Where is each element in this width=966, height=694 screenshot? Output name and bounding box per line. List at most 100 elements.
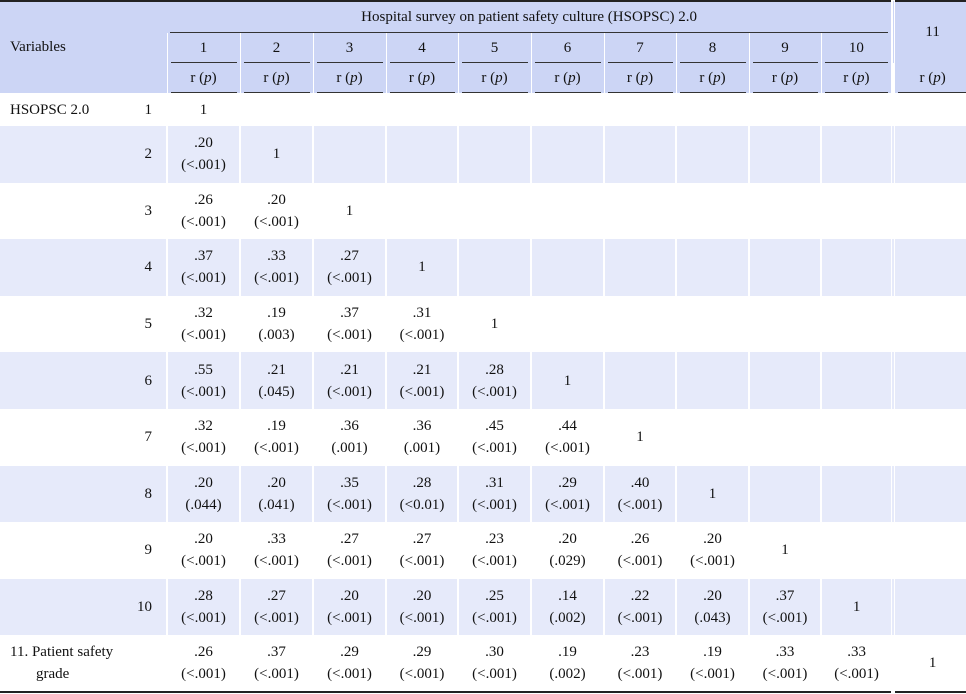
corr-cell bbox=[603, 126, 676, 183]
corr-value: .31 bbox=[485, 474, 504, 491]
corr-cell bbox=[312, 126, 386, 183]
col-header-7: 7 bbox=[603, 33, 676, 63]
table-row: 5 .32 (<.001) .19 (.003) .37 (<.001) .31 (<.001)… bbox=[0, 295, 966, 353]
corr-cell: .27 (<.001) bbox=[385, 522, 458, 579]
corr-value: .55 bbox=[194, 361, 213, 378]
corr-value: .44 bbox=[558, 418, 577, 435]
corr-cell: .20 (<.001) bbox=[385, 578, 458, 636]
corr-value: .20 bbox=[194, 474, 213, 491]
corr-value: .19 bbox=[703, 644, 722, 661]
corr-cell: .21 (.045) bbox=[239, 352, 313, 409]
row-label bbox=[0, 126, 113, 183]
corr-cell: .30 (<.001) bbox=[457, 635, 531, 693]
corr-cell bbox=[530, 182, 604, 240]
corr-value: .20 bbox=[194, 531, 213, 548]
corr-cell bbox=[457, 93, 531, 126]
p-value: (<.001) bbox=[617, 666, 663, 683]
corr-value: .27 bbox=[412, 531, 432, 548]
corr-cell: .20 (.041) bbox=[239, 465, 313, 523]
corr-cell bbox=[748, 295, 821, 353]
corr-cell: .20 (<.001) bbox=[166, 522, 240, 579]
corr-value: .23 bbox=[630, 644, 650, 661]
row-index: 6 bbox=[113, 352, 167, 409]
stat-r: r ( bbox=[699, 69, 714, 86]
corr-value: .31 bbox=[412, 305, 432, 322]
corr-value: 1 bbox=[781, 542, 789, 559]
corr-cell bbox=[603, 295, 676, 353]
corr-cell: .20 (<.001) bbox=[239, 182, 313, 240]
corr-value: .33 bbox=[847, 644, 866, 661]
stat-p: p bbox=[568, 69, 576, 86]
corr-cell: .28 (<.001) bbox=[166, 578, 240, 636]
stat-r: r ( bbox=[626, 69, 641, 86]
corr-value: .20 bbox=[558, 531, 577, 548]
corr-cell bbox=[530, 93, 604, 126]
corr-cell: .55 (<.001) bbox=[166, 352, 240, 409]
p-value: (<.001) bbox=[327, 496, 372, 513]
p-value: (<0.01) bbox=[399, 496, 445, 513]
corr-cell bbox=[748, 352, 821, 409]
corr-cell: .26 (<.001) bbox=[166, 635, 240, 693]
corr-cell bbox=[819, 126, 894, 183]
corr-cell: .37 (<.001) bbox=[239, 635, 313, 693]
row-label-line1: 11. Patient safety bbox=[10, 644, 114, 661]
corr-value: .36 bbox=[412, 418, 432, 435]
table-row: 4 .37 (<.001) .33 (<.001) .27 (<.001) 1 bbox=[0, 239, 966, 296]
corr-cell: .31 (<.001) bbox=[385, 295, 458, 353]
row-label bbox=[0, 465, 113, 523]
table-row: 10 .28 (<.001) .27 (<.001) .20 (<.001) .20 (<.00… bbox=[0, 578, 966, 636]
corr-cell: 1 bbox=[675, 465, 749, 523]
p-value: (<.001) bbox=[254, 610, 299, 627]
corr-cell bbox=[819, 295, 894, 353]
row-index: 4 bbox=[113, 239, 167, 296]
corr-cell: .21 (<.001) bbox=[312, 352, 386, 409]
corr-cell bbox=[675, 352, 749, 409]
corr-value: 1 bbox=[199, 101, 208, 118]
corr-cell bbox=[457, 239, 531, 296]
p-value: (<.001) bbox=[254, 666, 299, 683]
p-value: (<.001) bbox=[327, 610, 372, 627]
corr-cell: .22 (<.001) bbox=[603, 578, 676, 636]
corr-value: .26 bbox=[630, 531, 650, 548]
corr-cell: 1 bbox=[385, 239, 458, 296]
stat-r: r ( bbox=[408, 69, 423, 86]
corr-value: .37 bbox=[194, 248, 213, 265]
corr-cell bbox=[603, 239, 676, 296]
corr-value: .32 bbox=[194, 305, 213, 322]
corr-value: .20 bbox=[267, 191, 286, 208]
corr-cell bbox=[819, 182, 894, 240]
p-value: (<.001) bbox=[545, 440, 590, 457]
corr-value: .29 bbox=[340, 644, 359, 661]
row-index: 8 bbox=[113, 465, 167, 523]
corr-cell bbox=[891, 182, 966, 240]
p-value: (<.001) bbox=[762, 610, 808, 627]
corr-cell: .23 (<.001) bbox=[603, 635, 676, 693]
p-value: (.002) bbox=[549, 666, 586, 683]
corr-cell: .32 (<.001) bbox=[166, 295, 240, 353]
p-value: (<.001) bbox=[254, 270, 299, 287]
corr-cell: .45 (<.001) bbox=[457, 408, 531, 466]
stat-r: r ( bbox=[771, 69, 786, 86]
stat-p: p bbox=[350, 69, 358, 86]
corr-cell: .33 (<.001) bbox=[819, 635, 894, 693]
corr-value: .37 bbox=[340, 305, 359, 322]
corr-cell bbox=[819, 408, 894, 466]
p-value: (.044) bbox=[185, 496, 222, 513]
stat-p: p bbox=[422, 69, 431, 86]
corr-cell bbox=[675, 408, 749, 466]
p-value: (<.001) bbox=[327, 553, 372, 570]
p-value: (<.001) bbox=[762, 666, 808, 683]
corr-value: .35 bbox=[340, 474, 359, 491]
corr-cell: .20 (<.001) bbox=[312, 578, 386, 636]
corr-value: .36 bbox=[340, 418, 359, 435]
corr-value: .33 bbox=[267, 248, 286, 265]
stat-p: p bbox=[277, 69, 285, 86]
corr-cell: 1 bbox=[457, 295, 531, 353]
p-value: (<.001) bbox=[181, 553, 226, 570]
table-row: 9 .20 (<.001) .33 (<.001) .27 (<.001) .27 (<.001… bbox=[0, 522, 966, 579]
corr-value: .20 bbox=[340, 588, 359, 605]
p-value: (<.001) bbox=[472, 383, 517, 400]
table-body: HSOPSC 2.0 1 1 2 .20 (<.001) 1 3 .26 (<.001) .20 (<… bbox=[0, 93, 966, 693]
stat-label: r (p) bbox=[748, 63, 821, 93]
